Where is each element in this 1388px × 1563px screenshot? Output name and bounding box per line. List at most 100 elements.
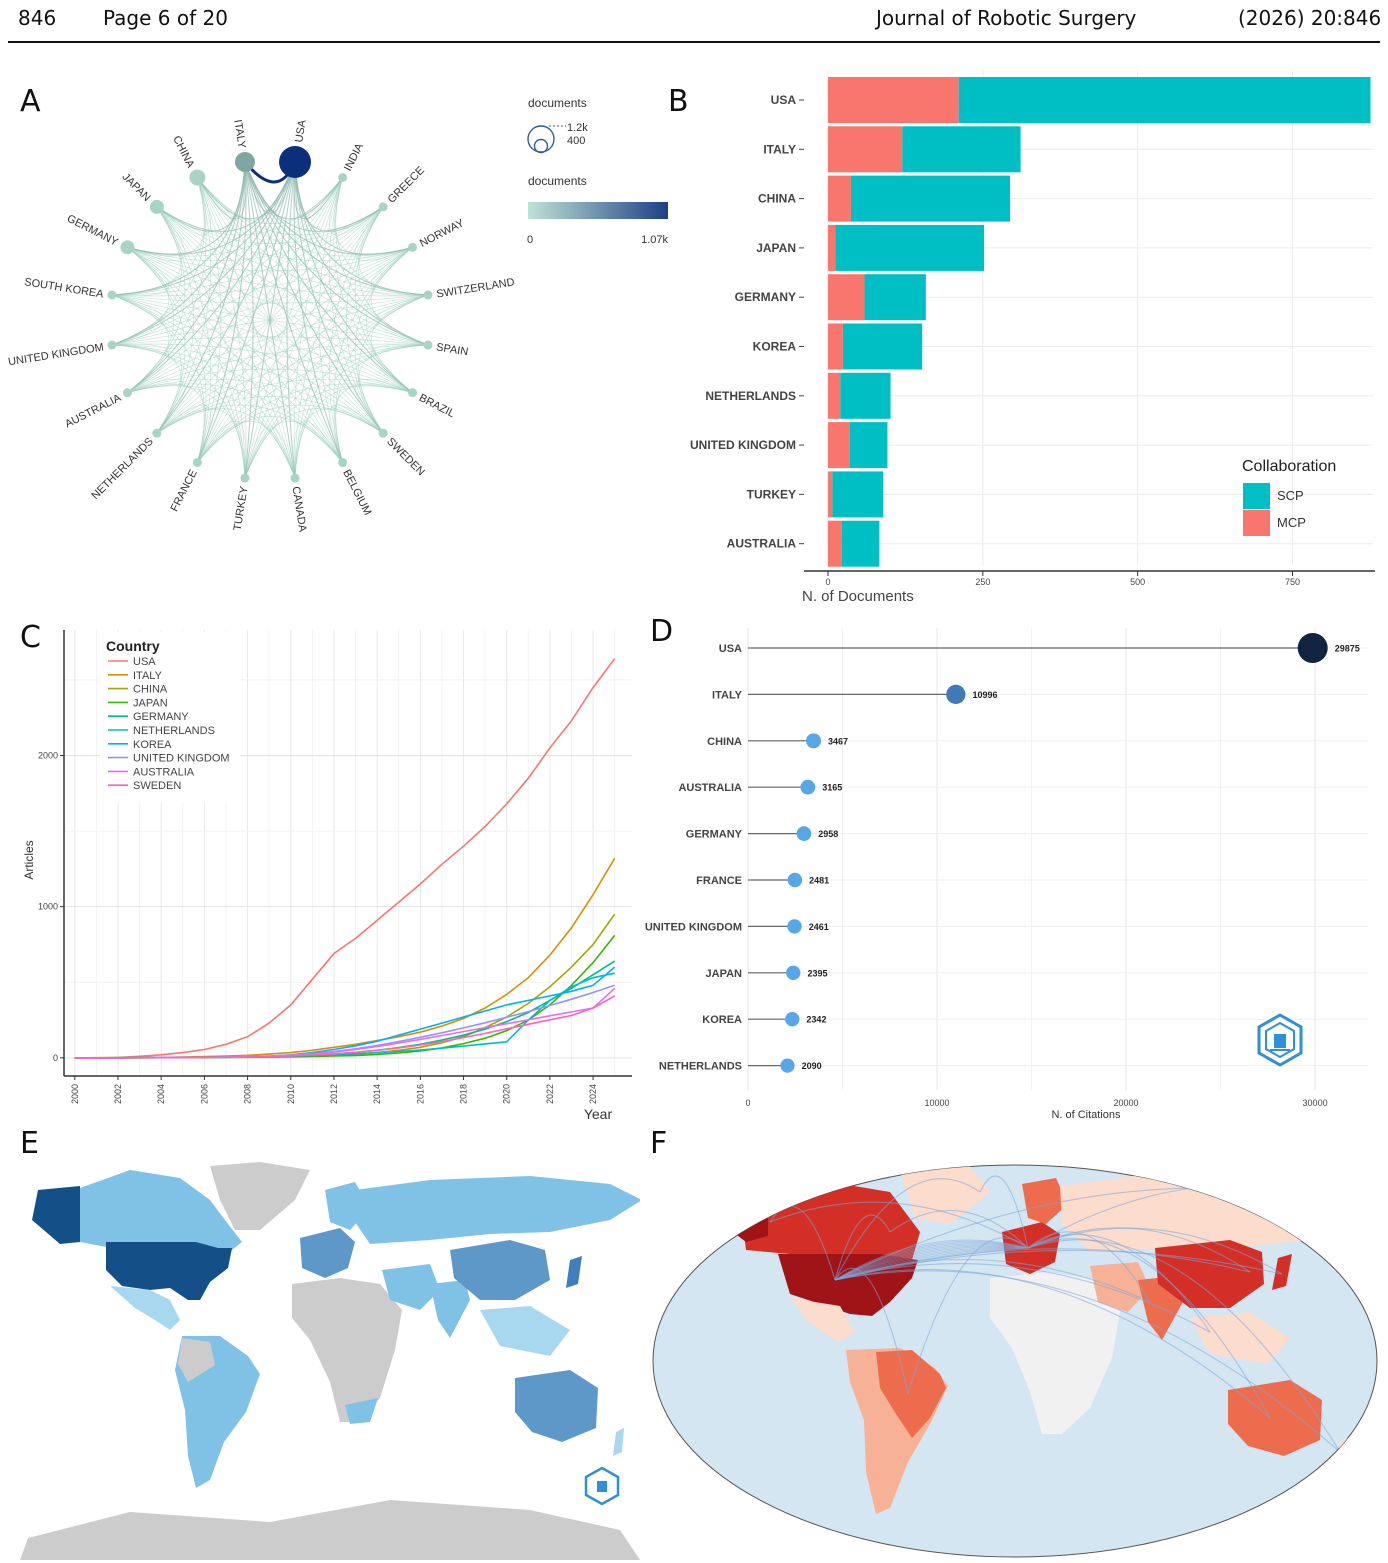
production-over-time-chart: 0 1000 2000 2000 2002 2004 2006 2008 2010 2012 201… [22, 630, 632, 1122]
network-edge [156, 247, 413, 434]
bar-scp-germany [864, 274, 926, 321]
legend-label: AUSTRALIA [133, 766, 195, 778]
map-japan [566, 1256, 582, 1288]
x-tick-label: 750 [1285, 577, 1300, 587]
value-label: 29875 [1335, 644, 1360, 654]
network-edge [127, 161, 246, 255]
map-alaska [32, 1186, 80, 1244]
dot-korea [785, 1012, 800, 1027]
x-tick-label: 2000 [70, 1084, 80, 1104]
legend-color-bar [528, 202, 668, 219]
network-edge [244, 161, 296, 479]
legend-size-small-label: 400 [567, 135, 585, 147]
map-south-africa [345, 1398, 378, 1424]
x-tick-label: 0 [825, 577, 830, 587]
network-edge [244, 161, 429, 346]
legend-label: CHINA [133, 684, 168, 696]
network-edge [197, 177, 296, 479]
category-label: KOREA [702, 1014, 742, 1026]
network-edge [111, 343, 170, 393]
network-edge [111, 247, 170, 346]
network-edge [294, 161, 384, 434]
legend-size-large-label: 1.2k [567, 122, 588, 134]
category-label: AUSTRALIA [727, 537, 797, 551]
legend-size-small [533, 138, 549, 154]
category-label: TURKEY [747, 487, 796, 501]
x-tick-label: 2022 [545, 1084, 555, 1104]
collaboration-link [834, 1241, 1029, 1281]
x-tick-label: 2004 [156, 1084, 166, 1104]
network-edge [244, 161, 413, 394]
collaboration-link [834, 1268, 909, 1395]
collaboration-link [834, 1247, 1029, 1281]
collaboration-link [769, 1201, 1029, 1249]
category-label: USA [771, 93, 797, 107]
map-antarctica [20, 1500, 640, 1560]
collaboration-bar-chart: USA ITALY CHINA JAPAN GERMANY KOREA NETHERLAND… [690, 60, 1375, 605]
value-label: 3467 [828, 736, 848, 746]
network-edge [197, 177, 413, 393]
network-node-switzerland [423, 290, 433, 300]
collaboration-link [834, 1249, 1283, 1281]
citations-lollipop-chart: 29875 10996 3467 3165 2958 2481 2461 2395 2342 20… [645, 628, 1368, 1121]
dot-china [806, 733, 822, 749]
legend-label: JAPAN [133, 697, 168, 709]
dot-france [787, 872, 803, 888]
network-edge [197, 177, 429, 296]
legend-label: ITALY [133, 670, 163, 682]
network-edge [197, 294, 429, 463]
panel-label-e: E [20, 1126, 39, 1161]
value-label: 10996 [972, 690, 997, 700]
category-label: CHINA [707, 736, 742, 748]
network-edge [111, 343, 413, 393]
bar-scp-italy [902, 126, 1021, 173]
bar-mcp-japan [828, 224, 836, 271]
map-europe [300, 1228, 355, 1278]
network-edge [156, 206, 246, 479]
category-label: AUSTRALIA [678, 782, 742, 794]
legend-label: SWEDEN [133, 780, 181, 792]
category-label: JAPAN [756, 241, 796, 255]
network-edge [156, 177, 211, 236]
network-edge [127, 247, 413, 272]
network-node-japan [149, 199, 164, 214]
legend-label: NETHERLANDS [133, 725, 215, 737]
bar-scp-usa [958, 77, 1371, 123]
map-alaska [720, 1198, 768, 1242]
network-edge [111, 206, 182, 296]
network-node-belgium [338, 458, 348, 468]
category-label: ITALY [763, 142, 796, 156]
network-node-germany [120, 240, 135, 255]
legend-label-scp: SCP [1277, 488, 1304, 503]
bar-scp-australia [841, 520, 880, 567]
bar-scp-japan [835, 224, 985, 271]
network-node-canada [290, 473, 300, 483]
legend-label-mcp: MCP [1277, 515, 1306, 530]
y-tick-label: 0 [53, 1053, 58, 1063]
network-edge [111, 247, 170, 297]
network-node-brazil [408, 388, 418, 398]
legend-color-min: 0 [527, 234, 533, 246]
map-new-zealand [613, 1428, 624, 1456]
x-tick-label: 2024 [588, 1084, 598, 1104]
dot-united-kingdom [787, 919, 802, 934]
network-edge [127, 206, 384, 393]
bars [828, 77, 1371, 567]
map-greenland [210, 1162, 310, 1230]
collaboration-link [834, 1270, 1341, 1453]
map-sa-nodata [178, 1338, 215, 1382]
bar-scp-netherlands [840, 372, 891, 419]
dot-japan [786, 965, 801, 980]
x-tick-label: 2016 [415, 1084, 425, 1104]
map-mexico [790, 1298, 855, 1342]
network-label: ITALY [231, 119, 247, 150]
bar-mcp-korea [828, 323, 843, 370]
header-rule [8, 41, 1380, 43]
y-tick-label: 2000 [38, 750, 58, 760]
network-edge [111, 336, 429, 346]
map-greenland [900, 1166, 990, 1224]
legend-label: UNITED KINGDOM [133, 753, 230, 765]
collaboration-link [1027, 1231, 1151, 1303]
panel-label-c: C [20, 620, 41, 655]
network-edge [197, 177, 429, 346]
